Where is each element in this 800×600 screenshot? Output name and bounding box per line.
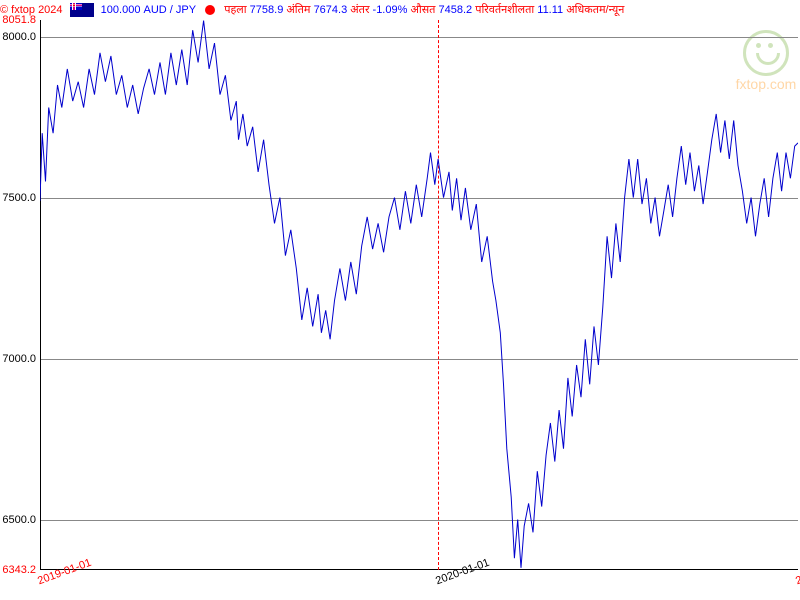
y-tick-label: 6343.2 [2, 564, 36, 576]
lbl-range: अधिकतम/न्यून [566, 2, 624, 17]
lbl-last: अंतिम [286, 2, 310, 17]
val-last: 7674.3 [314, 4, 348, 16]
currency-pair: AUD / JPY [144, 4, 197, 16]
y-tick-label: 7000.0 [2, 353, 36, 365]
chart-header: © fxtop 2024 100.000 AUD / JPY पहला 7758… [0, 2, 800, 18]
lbl-vol: परिवर्तनशीलता [475, 2, 534, 17]
lbl-first: पहला [224, 2, 246, 17]
lbl-diff: अंतर [350, 2, 369, 17]
y-tick-label: 6500.0 [2, 514, 36, 526]
lbl-avg: औसत [410, 2, 435, 17]
flag-au-icon [70, 3, 94, 17]
val-avg: 7458.2 [438, 4, 472, 16]
y-tick-label: 8000.0 [2, 31, 36, 43]
val-diff: -1.09% [373, 4, 408, 16]
y-tick-label: 7500.0 [2, 192, 36, 204]
val-vol: 11.11 [537, 4, 563, 16]
plot-area: 8051.88000.07500.07000.06500.06343.22019… [40, 20, 798, 570]
price-line [40, 20, 798, 570]
y-tick-label: 8051.8 [2, 14, 36, 26]
val-first: 7758.9 [250, 4, 284, 16]
forex-chart: © fxtop 2024 100.000 AUD / JPY पहला 7758… [0, 0, 800, 600]
pair-amount: 100.000 [101, 4, 141, 16]
marker-dot-icon [205, 5, 215, 15]
